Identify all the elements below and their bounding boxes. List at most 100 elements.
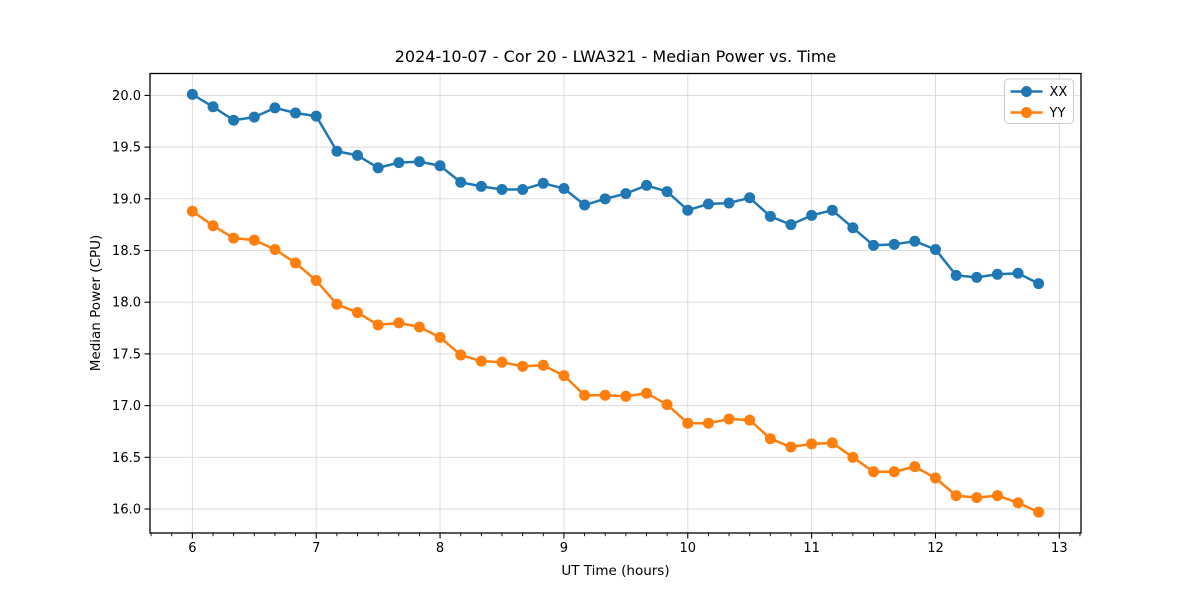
series-xx-marker — [1033, 278, 1045, 290]
series-xx-marker — [413, 156, 425, 168]
series-xx-marker — [971, 271, 983, 283]
y-tick-label: 18.5 — [112, 244, 141, 259]
series-xx-marker — [496, 184, 508, 196]
series-yy-marker — [847, 451, 859, 463]
x-axis-label: UT Time (hours) — [561, 563, 669, 579]
series-layer — [186, 88, 1045, 518]
series-xx-marker — [207, 101, 219, 113]
series-xx-marker — [558, 182, 570, 194]
series-xx-marker — [806, 209, 818, 221]
y-axis-label: Median Power (CPU) — [88, 235, 104, 371]
series-xx-marker — [372, 162, 384, 174]
series-xx-marker — [991, 268, 1003, 280]
series-yy-marker — [537, 359, 549, 371]
series-yy-marker — [475, 355, 487, 367]
series-xx-marker — [641, 179, 653, 191]
series-yy-marker — [579, 389, 591, 401]
series-yy-marker — [723, 413, 735, 425]
series-xx-marker — [868, 239, 880, 251]
series-yy-marker — [228, 232, 240, 244]
series-yy-marker — [455, 349, 467, 361]
series-yy-marker — [971, 492, 983, 504]
series-xx-marker — [475, 180, 487, 192]
legend-label: XX — [1050, 85, 1068, 100]
grid-layer — [150, 73, 1081, 533]
y-tick-label: 16.0 — [112, 503, 141, 518]
y-tick-label: 19.0 — [112, 192, 141, 207]
x-tick-label: 6 — [188, 541, 196, 556]
y-tick-label: 20.0 — [112, 89, 141, 104]
series-yy-marker — [682, 417, 694, 429]
series-yy-marker — [290, 257, 302, 269]
series-yy-marker — [826, 437, 838, 449]
series-xx-marker — [579, 199, 591, 211]
series-xx-marker — [517, 184, 529, 196]
series-xx-marker — [186, 88, 198, 100]
series-xx-marker — [847, 222, 859, 234]
series-yy-marker — [950, 490, 962, 502]
series-yy-marker — [310, 275, 322, 287]
series-xx-marker — [310, 110, 322, 122]
series-xx-marker — [950, 269, 962, 281]
x-tick-label: 13 — [1051, 541, 1068, 556]
series-yy-marker — [991, 490, 1003, 502]
series-yy-marker — [434, 331, 446, 343]
series-xx-marker — [290, 107, 302, 119]
series-yy-marker — [351, 307, 363, 319]
series-xx-marker — [228, 114, 240, 126]
series-xx-marker — [599, 193, 611, 205]
series-yy-marker — [207, 220, 219, 232]
series-xx-marker — [909, 235, 921, 247]
series-yy-marker — [929, 472, 941, 484]
series-xx-marker — [661, 186, 673, 198]
y-tick-label: 17.5 — [112, 347, 141, 362]
series-xx-marker — [269, 102, 281, 114]
series-yy-marker — [661, 399, 673, 411]
series-yy-marker — [641, 387, 653, 399]
x-tick-label: 12 — [927, 541, 944, 556]
series-xx-marker — [620, 188, 632, 200]
x-tick-label: 9 — [560, 541, 568, 556]
series-yy-marker — [702, 417, 714, 429]
series-xx-marker — [682, 204, 694, 216]
y-tick-label: 19.5 — [112, 141, 141, 156]
series-xx-line — [191, 93, 1040, 285]
series-yy-marker — [269, 243, 281, 255]
series-yy-marker — [1012, 497, 1024, 509]
series-xx-marker — [785, 219, 797, 231]
series-yy-marker — [248, 234, 260, 246]
series-xx-marker — [455, 176, 467, 188]
series-yy-marker — [599, 389, 611, 401]
legend-sample-marker — [1021, 86, 1032, 97]
series-yy-marker — [620, 390, 632, 402]
y-tick-label: 16.5 — [112, 451, 141, 466]
series-yy-marker — [888, 466, 900, 478]
chart-title: 2024-10-07 - Cor 20 - LWA321 - Median Po… — [395, 47, 837, 66]
series-yy-marker — [909, 461, 921, 473]
series-xx-marker — [434, 160, 446, 172]
series-yy-marker — [413, 321, 425, 333]
series-yy-marker — [558, 370, 570, 382]
series-yy-marker — [372, 319, 384, 331]
legend-label: YY — [1049, 106, 1066, 121]
series-yy-marker — [186, 205, 198, 217]
series-yy-marker — [868, 466, 880, 478]
series-xx-marker — [537, 177, 549, 189]
series-xx-marker — [826, 204, 838, 216]
series-yy-marker — [764, 433, 776, 445]
y-tick-label: 17.0 — [112, 399, 141, 414]
y-tick-label: 18.0 — [112, 296, 141, 311]
series-yy-marker — [744, 414, 756, 426]
series-yy-marker — [496, 356, 508, 368]
series-xx-marker — [393, 157, 405, 169]
series-xx-marker — [744, 192, 756, 204]
series-yy-marker — [331, 298, 343, 310]
series-yy-marker — [1033, 506, 1045, 518]
series-xx-marker — [248, 111, 260, 123]
x-tick-label: 11 — [803, 541, 820, 556]
series-yy-marker — [806, 438, 818, 450]
series-xx-marker — [929, 243, 941, 255]
series-xx-marker — [888, 238, 900, 250]
